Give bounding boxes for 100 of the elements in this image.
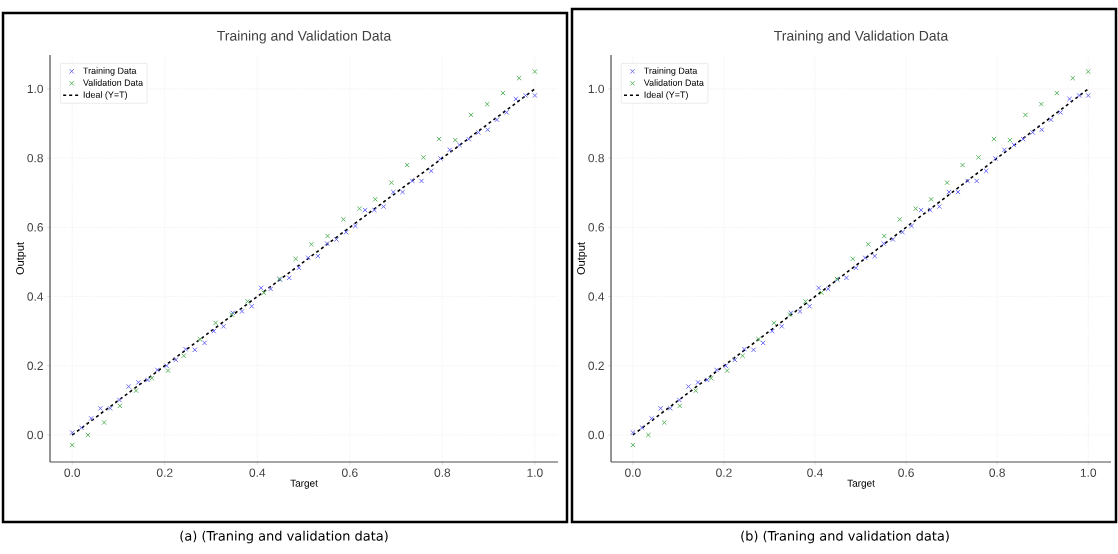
point [404, 162, 410, 168]
point [645, 432, 651, 438]
point [1054, 90, 1060, 96]
point [101, 419, 107, 426]
point [1030, 129, 1036, 136]
point [1022, 112, 1028, 118]
point [630, 429, 636, 436]
legend-label: Training Data [83, 67, 137, 76]
point [484, 101, 490, 107]
point [881, 241, 887, 247]
point [286, 275, 292, 281]
point [513, 96, 519, 102]
point [723, 363, 729, 369]
legend-label: Training Data [644, 67, 698, 76]
point [965, 178, 971, 184]
x-tick-label: 1.0 [527, 468, 543, 477]
point [117, 403, 123, 409]
point [220, 323, 227, 329]
point [1001, 147, 1008, 153]
point [1085, 69, 1091, 75]
text: (b) (Traning and validation data) [741, 530, 949, 544]
point [685, 383, 691, 390]
point [420, 154, 426, 160]
point [825, 286, 831, 292]
y-axis-title: Output [16, 242, 27, 275]
point [750, 347, 757, 353]
point [340, 216, 346, 222]
point [1057, 109, 1064, 115]
point [452, 137, 458, 143]
point [107, 405, 113, 411]
y-tick-label: 0.2 [588, 361, 604, 370]
point [135, 379, 141, 385]
point [639, 425, 645, 431]
point [305, 255, 311, 261]
point [741, 346, 748, 352]
y-tick-label: 0.4 [27, 292, 44, 301]
legend-label: Validation Data [83, 79, 144, 86]
point [974, 178, 980, 184]
point [268, 286, 274, 292]
point [183, 346, 189, 352]
x-tick-label: 0.6 [898, 468, 914, 477]
point [239, 308, 245, 315]
point [308, 241, 314, 247]
point [630, 442, 636, 448]
chart-title: Training and Validation Data [774, 30, 949, 44]
legend-label: Ideal (Y=T) [644, 91, 688, 100]
point [293, 256, 299, 262]
point [315, 253, 321, 259]
point [695, 379, 701, 385]
point [648, 415, 655, 421]
point [708, 375, 714, 381]
point [213, 320, 219, 326]
point [456, 142, 463, 148]
y-tick-label: 0.8 [588, 153, 604, 163]
point [97, 405, 104, 411]
point [532, 92, 538, 99]
point [936, 204, 942, 210]
point [133, 388, 139, 394]
point [661, 419, 667, 426]
point [381, 204, 387, 210]
point [908, 223, 915, 229]
point [946, 189, 952, 195]
point [918, 207, 924, 213]
y-tick-label: 0.6 [588, 223, 604, 232]
point [897, 216, 903, 222]
y-tick-label: 1.0 [588, 84, 605, 94]
point [324, 241, 330, 247]
point [532, 69, 538, 75]
point [88, 415, 94, 421]
point [890, 236, 896, 243]
point [769, 328, 775, 334]
point [1048, 117, 1054, 123]
point [740, 353, 746, 359]
y-tick-label: 0.2 [27, 361, 43, 370]
point [992, 155, 998, 162]
point [693, 388, 699, 394]
point [1070, 75, 1076, 81]
point [944, 180, 950, 186]
point [1067, 96, 1073, 102]
point [261, 290, 267, 296]
point [69, 442, 75, 448]
point [1038, 101, 1044, 107]
point [145, 377, 151, 383]
point [485, 127, 491, 133]
point [126, 383, 132, 390]
point [181, 353, 187, 359]
point [78, 425, 85, 431]
point [245, 298, 251, 304]
x-tick-label: 0.6 [341, 468, 358, 477]
y-tick-label: 1.0 [27, 84, 44, 94]
legend-label: Validation Data [643, 79, 704, 86]
point [258, 285, 264, 291]
point [165, 368, 171, 374]
point [352, 223, 358, 229]
point [667, 405, 673, 411]
point [676, 397, 682, 403]
point [760, 340, 766, 346]
point [418, 178, 425, 184]
point [806, 303, 813, 309]
point [149, 375, 155, 381]
